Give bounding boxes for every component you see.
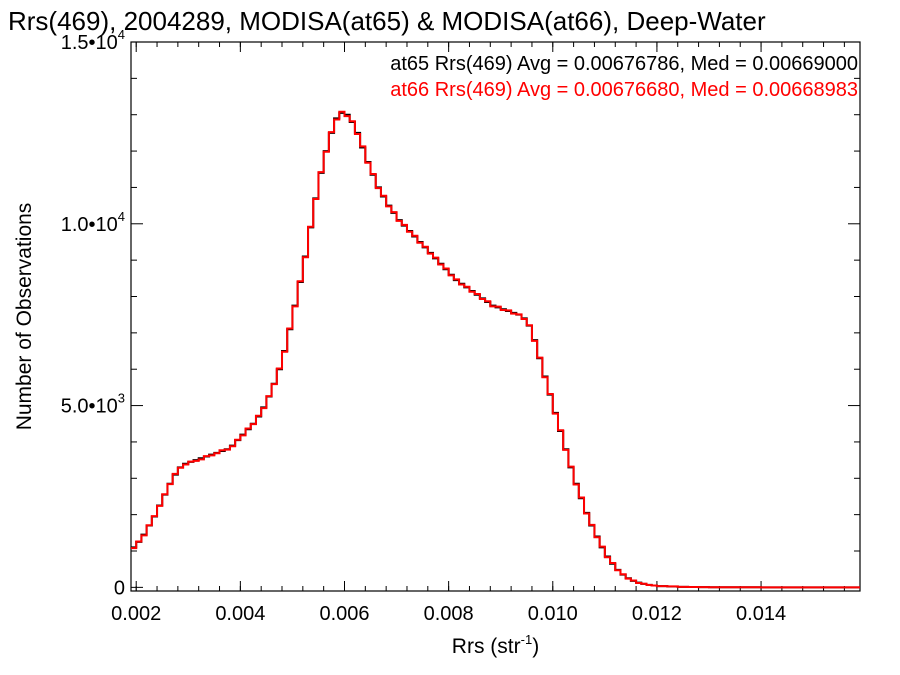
- axis-ticks: [131, 41, 860, 591]
- x-axis-label-base: Rrs (str: [452, 635, 521, 658]
- series-at66-line: [131, 110, 860, 589]
- series-at65-line: [131, 111, 860, 589]
- x-tick-labels: 0.002 0.004 0.006 0.008 0.010 0.012 0.014: [111, 603, 786, 625]
- plot-frame: [130, 41, 861, 592]
- y-tick-label: 0: [114, 577, 125, 599]
- legend-entry-at66: at66 Rrs(469) Avg = 0.00676680, Med = 0.…: [390, 79, 858, 101]
- y-tick-label: 1.5•104: [61, 27, 125, 54]
- x-tick-label: 0.014: [736, 603, 786, 625]
- series-layer: [131, 110, 860, 589]
- x-tick-label: 0.004: [215, 603, 265, 625]
- y-tick-label: 5.0•103: [61, 391, 125, 418]
- x-tick-label: 0.002: [111, 603, 161, 625]
- y-tick-label: 1.0•104: [61, 209, 125, 236]
- legend-entry-at65: at65 Rrs(469) Avg = 0.00676786, Med = 0.…: [390, 53, 858, 75]
- x-axis-label-close: ): [532, 635, 539, 658]
- y-tick-labels: 0 5.0•103 1.0•104 1.5•104: [61, 27, 125, 599]
- x-tick-label: 0.010: [528, 603, 578, 625]
- chart-title: Rrs(469), 2004289, MODISA(at65) & MODISA…: [8, 6, 766, 36]
- legend: at65 Rrs(469) Avg = 0.00676786, Med = 0.…: [390, 53, 858, 101]
- x-axis-label: Rrs (str-1): [452, 632, 539, 658]
- x-tick-label: 0.012: [632, 603, 682, 625]
- x-tick-label: 0.006: [319, 603, 369, 625]
- x-tick-label: 0.008: [424, 603, 474, 625]
- x-axis-label-superscript: -1: [521, 632, 533, 647]
- y-axis-label: Number of Observations: [13, 203, 36, 431]
